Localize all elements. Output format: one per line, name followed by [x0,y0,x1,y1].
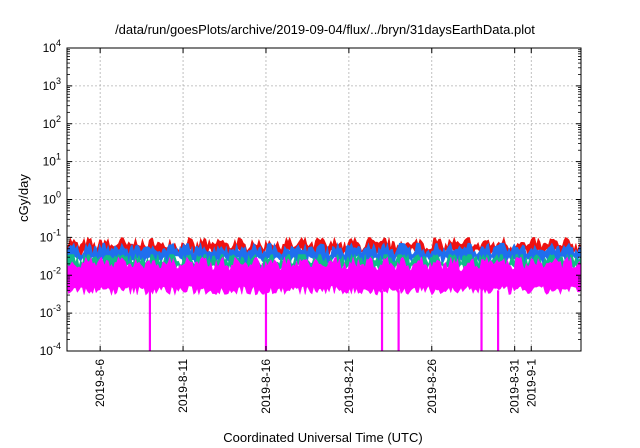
grid-layer [67,47,581,352]
y-tick-label: 100 [43,190,61,207]
y-tick-label: 101 [43,152,61,169]
y-tick-label: 10-4 [40,341,61,358]
y-tick-base: 10 [43,79,57,93]
y-tick-exponent: 3 [56,76,61,86]
x-tick-label: 2019-8-26 [425,359,439,414]
x-tick-label: 2019-8-11 [176,359,190,413]
y-tick-base: 10 [40,268,54,282]
series-layer [66,236,582,351]
chart-title: /data/run/goesPlots/archive/2019-09-04/f… [115,22,535,37]
y-tick-label: 103 [43,76,61,93]
y-tick-base: 10 [43,41,57,55]
y-tick-base: 10 [43,155,57,169]
y-tick-exponent: 4 [56,38,61,48]
y-tick-base: 10 [40,344,54,358]
y-tick-label: 102 [43,114,61,131]
y-axis-label: cGy/day [16,174,31,222]
y-tick-base: 10 [43,117,57,131]
y-tick-base: 10 [40,306,54,320]
y-tick-exponent: -1 [53,227,61,237]
y-tick-exponent: 0 [56,190,61,200]
y-tick-label: 10-1 [40,227,61,244]
x-tick-label: 2019-8-6 [93,359,107,407]
x-tick-label: 2019-8-16 [259,359,273,414]
y-tick-label: 10-3 [40,303,61,320]
y-tick-label: 104 [43,38,61,55]
y-tick-exponent: 2 [56,114,61,124]
y-tick-label: 10-2 [40,265,61,282]
x-axis-label: Coordinated Universal Time (UTC) [223,430,422,445]
y-tick-exponent: -4 [53,341,61,351]
x-tick-label: 2019-9-1 [524,359,538,407]
y-tick-base: 10 [40,230,54,244]
y-tick-exponent: 1 [56,152,61,162]
y-tick-exponent: -2 [53,265,61,275]
x-tick-label: 2019-8-21 [342,359,356,414]
x-tick-label: 2019-8-31 [508,359,522,414]
y-tick-base: 10 [43,193,57,207]
y-tick-exponent: -3 [53,303,61,313]
